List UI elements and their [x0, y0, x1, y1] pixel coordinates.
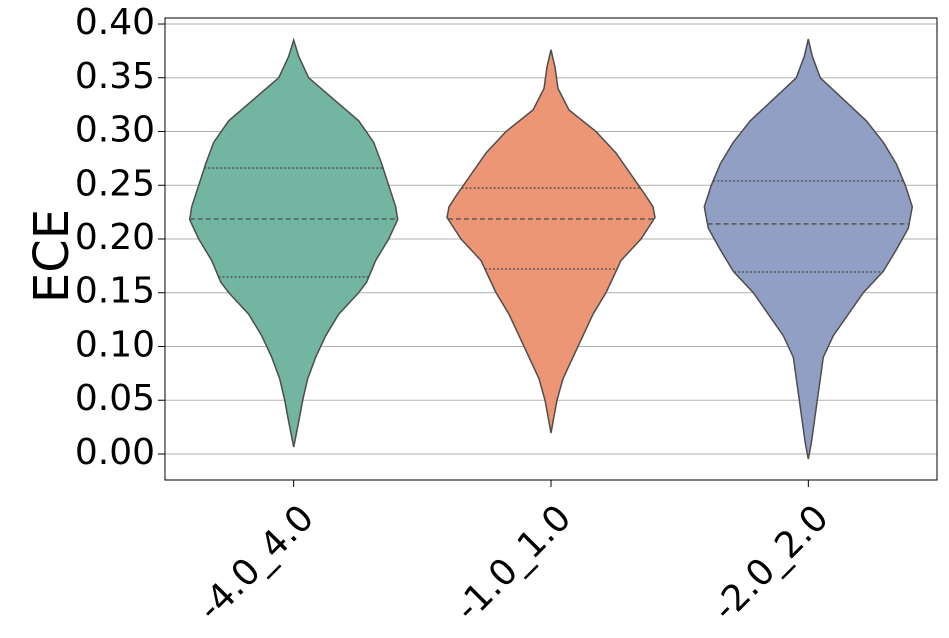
y-tick-label: 0.15 — [75, 271, 155, 312]
violin — [703, 38, 914, 460]
plot-frame — [164, 17, 938, 481]
y-axis-label: ECE — [24, 209, 80, 303]
y-tick-label: 0.20 — [75, 217, 155, 258]
x-tick-label: -1.0_1.0 — [447, 497, 579, 629]
x-tick-label: -4.0_4.0 — [190, 497, 322, 629]
y-tick-label: 0.10 — [75, 324, 155, 365]
y-tick-label: 0.30 — [75, 110, 155, 151]
violin — [188, 37, 399, 448]
x-tick-label: -2.0_2.0 — [705, 497, 837, 629]
y-tick-label: 0.35 — [75, 56, 155, 97]
y-tick-label: 0.25 — [75, 163, 155, 204]
y-tick-label: 0.00 — [75, 432, 155, 473]
y-tick-label: 0.05 — [75, 378, 155, 419]
violin — [446, 49, 656, 434]
y-tick-label: 0.40 — [75, 2, 155, 43]
